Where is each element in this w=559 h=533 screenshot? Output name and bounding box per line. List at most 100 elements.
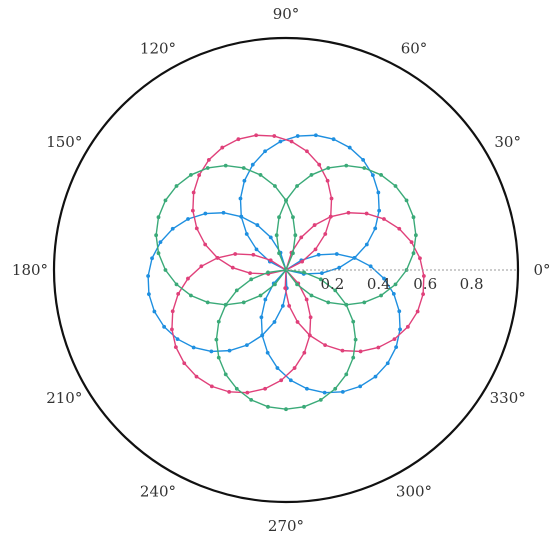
series-2-point [333, 386, 338, 391]
series-0-point [340, 389, 345, 394]
series-1-point [251, 252, 256, 257]
series-1-point [308, 315, 313, 320]
series-2-point [241, 166, 246, 170]
series-2-point [326, 300, 331, 305]
series-0-point [272, 320, 277, 324]
series-0-point [260, 333, 265, 338]
series-0-point [394, 345, 399, 350]
series-2-point [154, 233, 159, 238]
series-0-point [147, 292, 151, 297]
series-1-point [233, 252, 238, 256]
series-1-point [227, 389, 232, 394]
series-2-point [205, 300, 210, 305]
series-0-point [255, 223, 260, 227]
series-2-point [234, 288, 239, 293]
series-0-point [162, 324, 167, 329]
series-1-point [292, 366, 297, 370]
series-0-point [368, 264, 373, 269]
series-2-point [344, 302, 349, 307]
series-2-point [214, 337, 219, 342]
series-2-point [291, 215, 295, 220]
series-2-point [241, 300, 246, 305]
series-2-point [302, 270, 306, 275]
series-2-point [205, 166, 210, 170]
series-2-point [351, 319, 356, 324]
series-1-point [220, 145, 225, 150]
series-0-point [331, 137, 336, 142]
series-2 [154, 163, 418, 412]
series-0-point [191, 345, 196, 350]
series-0-point [239, 214, 244, 219]
angle-tick-label: 270° [268, 517, 304, 533]
series-0-point [259, 315, 264, 320]
radial-tick-label: 0.2 [320, 275, 344, 293]
series-1-point [295, 320, 300, 324]
angle-tick-label: 210° [46, 389, 82, 407]
series-1-point [199, 264, 204, 269]
series-0-point [175, 337, 180, 341]
series-1-point [279, 378, 284, 383]
series-1-point [170, 309, 175, 314]
series-0-lobe-1-line [239, 134, 380, 275]
series-0-point [221, 210, 226, 215]
series-1-lobe-1-line [192, 134, 333, 275]
series-2-point [174, 282, 179, 287]
series-1-point [415, 309, 420, 314]
series-0-point [385, 361, 390, 366]
series-0-point [244, 343, 249, 348]
series-1-point [176, 292, 181, 296]
series-0-point [337, 265, 342, 270]
series-2-point [362, 166, 367, 170]
radial-labels: 0.2 0.4 0.6 0.8 [320, 275, 483, 293]
series-1-point [194, 374, 199, 379]
series-2-point [223, 372, 228, 377]
series-2-point [309, 293, 314, 298]
series-2-point [393, 184, 398, 188]
series-1-point [197, 173, 202, 178]
series-1-point [340, 348, 345, 353]
series-1-point [397, 226, 402, 231]
series-0-point [238, 196, 243, 201]
angle-labels: 0° 30° 60° 90° 120° 150° 180° 210° 240° 270° 300° 3… [12, 5, 551, 533]
series-2-point [266, 404, 270, 409]
series-0-point [334, 252, 339, 256]
series-2-point [362, 300, 367, 305]
series-1-point [254, 133, 259, 138]
series-1-point [206, 157, 211, 162]
series-2-point [273, 184, 277, 188]
series-1-point [182, 361, 187, 366]
series-0-point [288, 378, 293, 383]
series-1-point [376, 345, 381, 350]
angle-tick-label: 90° [273, 5, 300, 23]
series-2-point [302, 404, 306, 409]
series-0-point [280, 303, 285, 308]
series-0-point [227, 348, 232, 353]
series-2-point [249, 277, 254, 282]
series-1-point [421, 274, 426, 278]
series-0-point [352, 256, 357, 260]
series-1-point [323, 232, 328, 236]
series-2-point [223, 163, 228, 168]
series-1-point [346, 210, 351, 215]
series-0-point [209, 349, 214, 354]
series-1-point [307, 333, 312, 338]
series-1-point [299, 235, 304, 240]
series-0-point [347, 145, 352, 150]
radial-tick-label: 0.4 [367, 275, 391, 293]
series-2-point [156, 215, 161, 220]
series-1-point [272, 134, 277, 138]
series-1-point [358, 349, 363, 354]
series-0-point [170, 226, 175, 231]
series-1-point [421, 292, 425, 297]
series-0-point [275, 366, 280, 370]
series-1 [170, 133, 426, 395]
series-1-point [382, 217, 386, 221]
series-1-point [190, 208, 195, 213]
series-0-point [373, 226, 378, 231]
series-2-point [284, 198, 288, 203]
series-0-point [361, 157, 366, 162]
series-2-point [163, 198, 168, 203]
series-2-point [411, 251, 416, 256]
series-1-point [392, 337, 397, 341]
series-1-point [186, 276, 190, 281]
